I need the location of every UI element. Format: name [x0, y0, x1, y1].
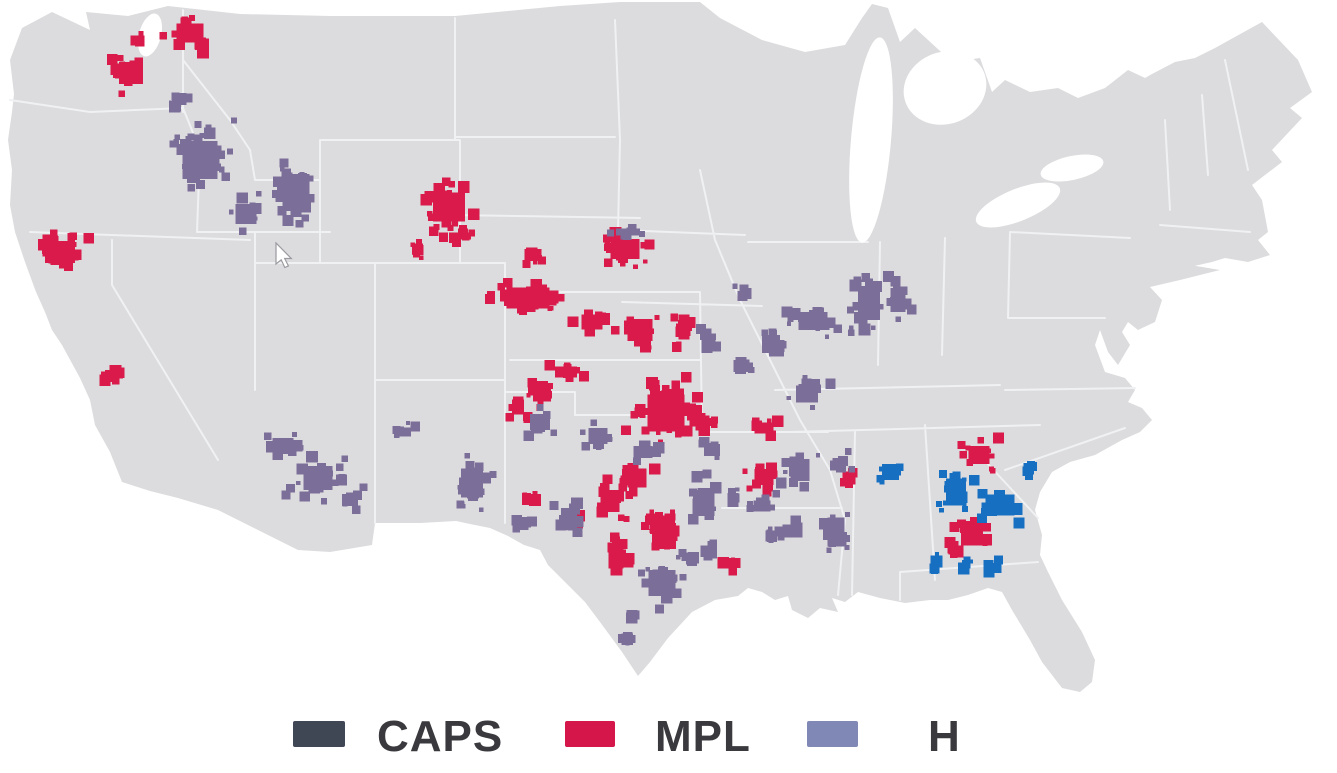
county-cluster-blue[interactable] [929, 551, 943, 574]
county-cluster-purple[interactable] [746, 490, 781, 513]
county-cluster-red[interactable] [948, 517, 993, 552]
county-cluster-red[interactable] [544, 359, 590, 382]
county-cluster-red[interactable] [644, 509, 680, 551]
county-cluster-blue[interactable] [957, 556, 973, 575]
county-cluster-purple[interactable] [263, 432, 304, 461]
map-canvas[interactable] [0, 0, 1337, 733]
county-cluster-red[interactable] [751, 415, 784, 442]
county-cluster-red[interactable] [485, 278, 565, 315]
county-cluster-red[interactable] [742, 462, 778, 497]
county-cluster-purple[interactable] [700, 539, 718, 561]
county-cluster-purple[interactable] [675, 549, 700, 566]
county-cluster-purple[interactable] [698, 436, 720, 460]
county-cluster-red[interactable] [695, 412, 718, 432]
county-cluster-blue[interactable] [1022, 460, 1038, 481]
county-cluster-red[interactable] [106, 54, 144, 97]
county-cluster-red[interactable] [611, 315, 660, 353]
county-cluster-purple[interactable] [523, 404, 557, 442]
county-cluster-red[interactable] [438, 228, 472, 247]
county-cluster-blue[interactable] [977, 488, 1025, 529]
county-cluster-red[interactable] [621, 371, 711, 450]
county-cluster-purple[interactable] [638, 565, 687, 614]
mouse-cursor-icon [275, 241, 293, 269]
county-cluster-red[interactable] [944, 536, 964, 558]
us-county-map[interactable] [0, 0, 1337, 733]
county-cluster-purple[interactable] [228, 191, 262, 235]
county-cluster-red[interactable] [505, 396, 533, 423]
county-cluster-purple[interactable] [761, 328, 787, 357]
great-lakes [137, 13, 1104, 243]
county-cluster-purple[interactable] [606, 224, 646, 241]
county-cluster-blue[interactable] [876, 463, 904, 485]
county-cluster-purple[interactable] [169, 117, 237, 192]
county-cluster-purple[interactable] [696, 324, 721, 353]
county-cluster-purple[interactable] [733, 357, 755, 374]
county-cluster-red[interactable] [420, 177, 480, 237]
county-cluster-purple[interactable] [625, 610, 640, 624]
county-cluster-purple[interactable] [272, 158, 315, 228]
county-cluster-purple[interactable] [782, 515, 803, 538]
county-cluster-red[interactable] [596, 474, 634, 522]
lake-michigan [849, 37, 893, 243]
county-cluster-red[interactable] [839, 468, 858, 489]
county-cluster-red[interactable] [957, 432, 1004, 474]
county-cluster-red[interactable] [522, 247, 546, 269]
county-cluster-purple[interactable] [830, 447, 856, 473]
county-cluster-purple[interactable] [886, 275, 917, 322]
county-cluster-purple[interactable] [617, 631, 636, 646]
county-cluster-red[interactable] [99, 364, 125, 386]
county-cluster-purple[interactable] [281, 450, 348, 505]
county-cluster-purple[interactable] [732, 283, 752, 301]
county-cluster-purple[interactable] [765, 526, 785, 543]
county-cluster-red[interactable] [37, 229, 94, 271]
county-cluster-purple[interactable] [392, 421, 421, 438]
county-cluster-red[interactable] [670, 313, 696, 352]
county-cluster-purple[interactable] [456, 453, 497, 512]
county-cluster-layer[interactable] [37, 15, 1038, 646]
lake-ontario [1040, 154, 1104, 182]
county-cluster-purple[interactable] [727, 487, 740, 508]
lake-huron [903, 51, 987, 125]
county-cluster-red[interactable] [130, 30, 145, 47]
county-cluster-red[interactable] [159, 15, 209, 59]
county-cluster-blue[interactable] [983, 555, 1003, 578]
county-cluster-red[interactable] [717, 557, 741, 576]
county-cluster-purple[interactable] [633, 440, 665, 466]
county-cluster-red[interactable] [410, 239, 424, 260]
county-cluster-purple[interactable] [846, 271, 894, 337]
county-cluster-red[interactable] [607, 532, 635, 576]
county-cluster-purple[interactable] [342, 483, 368, 514]
county-cluster-purple[interactable] [688, 469, 722, 525]
county-cluster-blue[interactable] [935, 469, 980, 513]
county-cluster-purple[interactable] [819, 512, 851, 553]
county-cluster-purple[interactable] [168, 92, 193, 113]
lake-erie [975, 182, 1061, 228]
county-cluster-purple[interactable] [781, 306, 842, 340]
county-cluster-purple[interactable] [549, 497, 584, 538]
county-cluster-red[interactable] [603, 226, 655, 270]
county-cluster-purple[interactable] [511, 515, 538, 533]
county-cluster-purple[interactable] [786, 374, 836, 411]
county-cluster-red[interactable] [521, 491, 542, 507]
county-cluster-red[interactable] [526, 378, 554, 412]
county-cluster-purple[interactable] [775, 452, 821, 492]
county-cluster-purple[interactable] [579, 419, 613, 451]
county-cluster-red[interactable] [567, 309, 610, 337]
